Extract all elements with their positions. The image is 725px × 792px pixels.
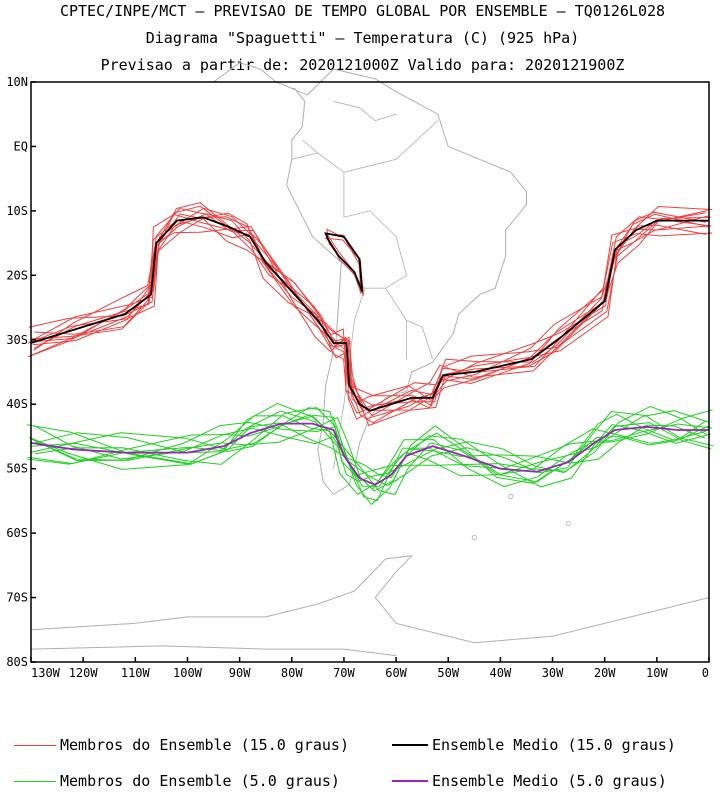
member-5-contour [34,421,709,506]
country-border [343,120,439,173]
lon-tick-label: 50W [437,666,459,680]
ice-shelf-coast [30,645,397,657]
member-15-contour [33,207,710,409]
lon-tick-label: 70W [333,666,355,680]
lon-tick-label: 40W [490,666,512,680]
lat-tick-label: 50S [6,462,28,476]
lon-tick-label: 20W [594,666,616,680]
member-5-contour [33,420,706,492]
lon-tick-label: 60W [385,666,407,680]
mean-5-contour [30,422,709,486]
country-border [301,139,345,173]
title-line-3: Previsao a partir de: 2020121000Z Valido… [100,56,625,74]
lat-tick-label: 80S [6,655,28,669]
member-15-contour [34,219,712,427]
member-5-contour [33,410,712,482]
lat-tick-label: 30S [6,333,28,347]
country-border [333,100,397,122]
legend-label: Membros do Ensemble (5.0 graus) [60,772,340,790]
mean-15-andes-contour [324,232,364,292]
legend-label: Membros do Ensemble (15.0 graus) [60,736,349,754]
island [508,493,514,499]
central-america-coast [213,62,292,89]
legend-swatch-purple [392,780,428,782]
antarctica-coast [30,555,710,644]
member-15-contour [30,205,707,407]
lat-tick-label: 10N [6,75,28,89]
lat-tick-label: 20S [6,268,28,282]
legend-item-mean-5: Ensemble Medio (5.0 graus) [392,772,667,790]
lat-tick-label: 40S [6,397,28,411]
legend-label: Ensemble Medio (5.0 graus) [432,772,667,790]
legend-swatch-red [14,744,56,746]
legend-label: Ensemble Medio (15.0 graus) [432,736,676,754]
lat-tick-label: 60S [6,526,28,540]
legend-swatch-black [392,744,428,746]
title-line-1: CPTEC/INPE/MCT – PREVISAO DE TEMPO GLOBA… [59,2,666,20]
legend-item-mean-15: Ensemble Medio (15.0 graus) [392,736,676,754]
lon-tick-label: 30W [542,666,564,680]
island [471,535,477,541]
legend-item-members-15: Membros do Ensemble (15.0 graus) [14,736,349,754]
lon-tick-label: 130W [31,666,61,680]
legend-swatch-green [14,780,56,782]
lat-tick-label: 70S [6,591,28,605]
member-5-contour [28,413,707,496]
coastline-layer [30,62,710,657]
member-15-contour [28,213,710,411]
island [565,520,571,527]
lat-tick-label: EQ [14,139,28,153]
map-frame [30,81,710,663]
lon-tick-label: 110W [121,666,151,680]
member-15-contour [33,205,713,403]
lon-tick-label: 10W [646,666,668,680]
ensemble-members-15-layer [27,202,713,427]
south-america-coast [286,68,527,496]
mean-15-contour [30,216,709,412]
country-border [343,172,407,289]
ensemble-members-5-layer [26,402,714,506]
title-line-2: Diagrama "Spaguetti" – Temperatura (C) (… [145,29,580,47]
lon-tick-label: 0 [702,666,709,680]
lon-tick-label: 80W [281,666,303,680]
lon-tick-label: 120W [69,666,99,680]
member-5-contour [34,405,707,477]
member-15-contour [27,202,707,406]
ensemble-means-layer [30,216,709,486]
lon-tick-label: 90W [229,666,251,680]
country-border [385,287,433,360]
country-border [291,152,318,160]
lon-tick-label: 100W [173,666,203,680]
lat-tick-label: 10S [6,204,28,218]
member-15-contour [28,212,706,424]
legend-item-members-5: Membros do Ensemble (5.0 graus) [14,772,340,790]
member-15-contour [32,207,713,420]
